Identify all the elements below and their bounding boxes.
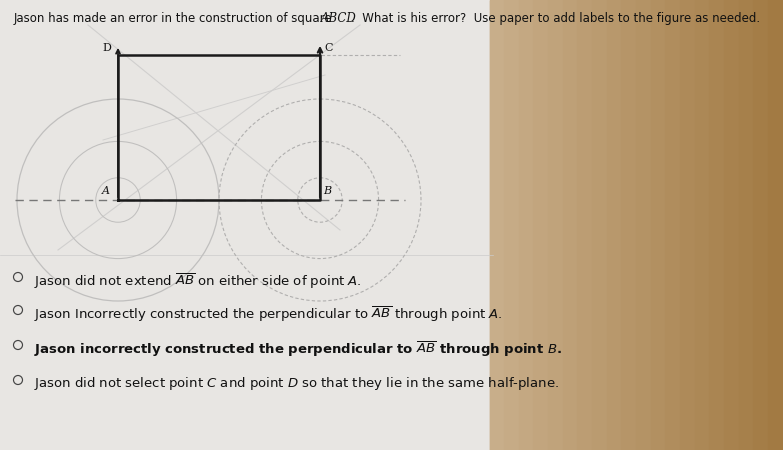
Text: .  What is his error?  Use paper to add labels to the figure as needed.: . What is his error? Use paper to add la… bbox=[351, 12, 760, 25]
Text: Jason did not extend $\overline{AB}$ on either side of point $A$.: Jason did not extend $\overline{AB}$ on … bbox=[34, 272, 362, 291]
Text: Jason did not select point $C$ and point $D$ so that they lie in the same half-p: Jason did not select point $C$ and point… bbox=[34, 375, 559, 392]
Text: C: C bbox=[324, 43, 333, 53]
Bar bbox=[577, 0, 593, 450]
Bar bbox=[665, 0, 681, 450]
Bar bbox=[533, 0, 549, 450]
Text: A: A bbox=[102, 186, 110, 196]
Text: B: B bbox=[323, 186, 331, 196]
Bar bbox=[709, 0, 725, 450]
Bar bbox=[504, 0, 520, 450]
Bar bbox=[607, 0, 622, 450]
Bar bbox=[753, 0, 769, 450]
Bar bbox=[636, 0, 652, 450]
Bar bbox=[0, 0, 490, 450]
Bar bbox=[490, 0, 505, 450]
Bar bbox=[680, 0, 696, 450]
Bar bbox=[651, 0, 666, 450]
Bar bbox=[548, 0, 564, 450]
Text: ABCD: ABCD bbox=[321, 12, 357, 25]
Text: Jason Incorrectly constructed the perpendicular to $\overline{AB}$ through point: Jason Incorrectly constructed the perpen… bbox=[34, 305, 503, 324]
Bar bbox=[621, 0, 637, 450]
Bar bbox=[592, 0, 608, 450]
Text: D: D bbox=[102, 43, 111, 53]
Bar bbox=[724, 0, 740, 450]
Text: Jason has made an error in the construction of square: Jason has made an error in the construct… bbox=[14, 12, 337, 25]
Bar bbox=[519, 0, 534, 450]
Bar bbox=[739, 0, 754, 450]
Text: Jason incorrectly constructed the perpendicular to $\overline{AB}$ through point: Jason incorrectly constructed the perpen… bbox=[34, 340, 562, 359]
Bar bbox=[768, 0, 783, 450]
Bar bbox=[490, 0, 783, 450]
Bar bbox=[695, 0, 710, 450]
Bar bbox=[563, 0, 578, 450]
